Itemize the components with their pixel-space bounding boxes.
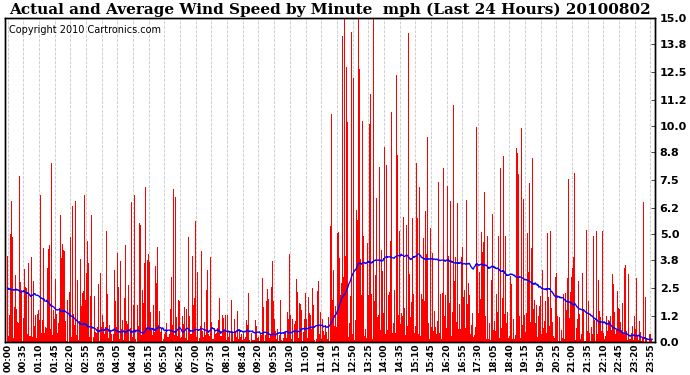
Text: Copyright 2010 Cartronics.com: Copyright 2010 Cartronics.com <box>9 25 161 35</box>
Title: Actual and Average Wind Speed by Minute  mph (Last 24 Hours) 20100802: Actual and Average Wind Speed by Minute … <box>10 3 651 17</box>
